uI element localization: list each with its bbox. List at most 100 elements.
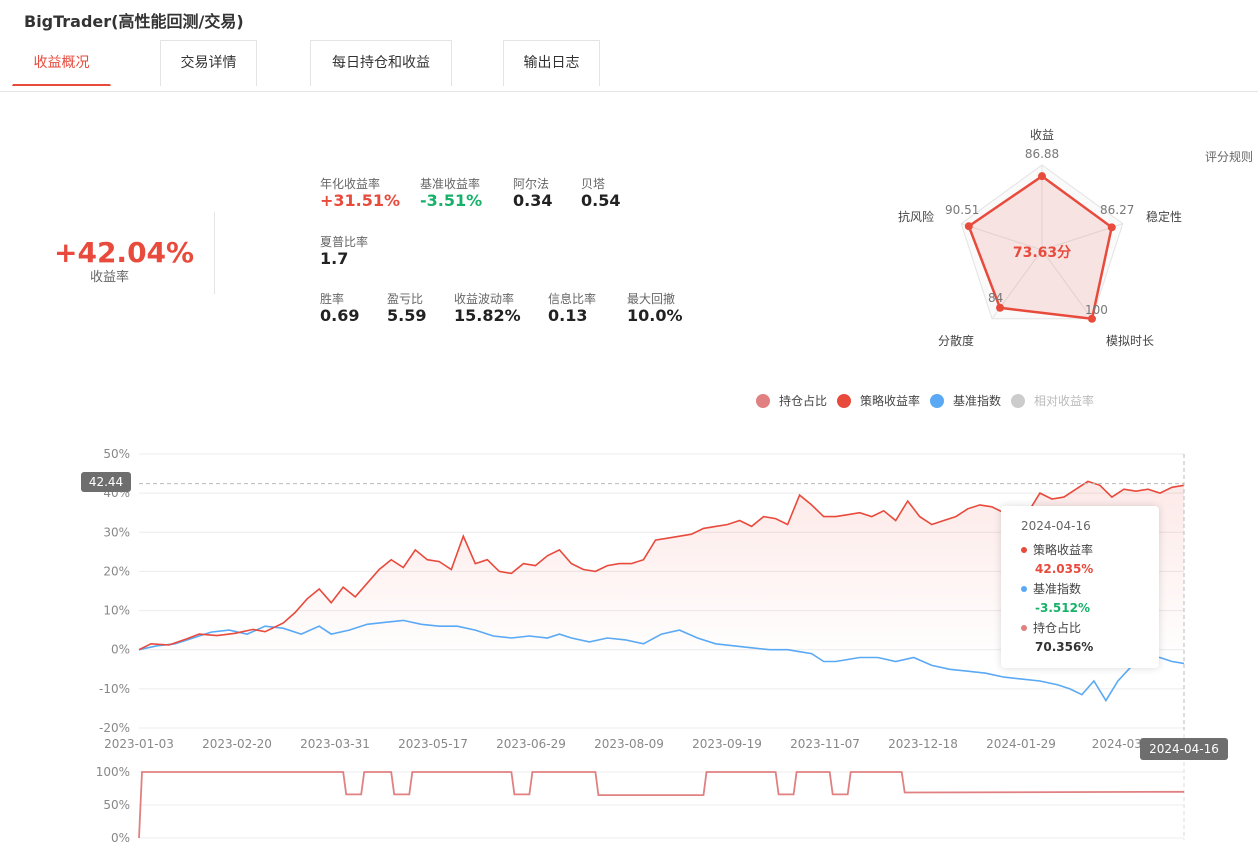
metric-label: 夏普比率 bbox=[320, 235, 369, 249]
metric-label: 信息比率 bbox=[548, 292, 597, 306]
y-tick-label: -10% bbox=[99, 682, 130, 696]
metric-label: 胜率 bbox=[320, 292, 345, 306]
radar-axis-label-return: 收益 bbox=[1030, 128, 1054, 142]
tooltip-row-position: 持仓占比 bbox=[1021, 620, 1139, 636]
radar-total-score: 73.63分 bbox=[1013, 245, 1071, 261]
metric-max-drawdown: 最大回撤 10.0% bbox=[627, 292, 683, 326]
strategy-area-fill bbox=[139, 481, 1184, 650]
x-tick-label: 2023-03-31 bbox=[300, 737, 370, 751]
metric-value: 10.0% bbox=[627, 306, 683, 325]
tooltip-marker bbox=[1021, 586, 1027, 592]
radar-value-duration: 100 bbox=[1085, 303, 1108, 317]
returns-line-chart[interactable]: 50%40%30%20%10%0%-10%-20% 2023-01-03 2023… bbox=[0, 440, 1258, 847]
tab-daily-positions[interactable]: 每日持仓和收益 bbox=[310, 40, 452, 86]
metric-value: 1.7 bbox=[320, 249, 349, 268]
tooltip-series-value: 70.356% bbox=[1035, 640, 1094, 654]
y-tick-label: 30% bbox=[103, 525, 130, 539]
metric-alpha: 阿尔法 0.34 bbox=[513, 177, 552, 211]
metric-annual-return: 年化收益率 +31.51% bbox=[320, 177, 400, 211]
x-tick-label: 2023-11-07 bbox=[790, 737, 860, 751]
metric-benchmark-return: 基准收益率 -3.51% bbox=[420, 177, 482, 211]
x-tick-label: 2023-12-18 bbox=[888, 737, 958, 751]
radar-point bbox=[964, 222, 973, 231]
x-tick-label: 2023-06-29 bbox=[496, 737, 566, 751]
radar-point bbox=[1087, 314, 1096, 323]
benchmark-series-line bbox=[138, 619, 1185, 703]
tab-output-log[interactable]: 输出日志 bbox=[503, 40, 600, 86]
metric-win-rate: 胜率 0.69 bbox=[320, 292, 359, 326]
metric-value: 0.69 bbox=[320, 306, 360, 325]
metric-label: 最大回撤 bbox=[627, 292, 676, 306]
tooltip-series-name: 持仓占比 bbox=[1033, 621, 1082, 635]
chart-legend: 持仓占比 策略收益率 基准指数 相对收益率 bbox=[756, 392, 1104, 409]
metric-value: 5.59 bbox=[387, 306, 427, 325]
tooltip-marker bbox=[1021, 547, 1027, 553]
tooltip-row-strategy: 策略收益率 bbox=[1021, 542, 1139, 558]
radar-points bbox=[964, 172, 1116, 323]
legend-marker bbox=[930, 393, 945, 408]
score-radar-chart: 收益 86.88 稳定性 86.27 模拟时长 100 分散度 84 抗风险 9… bbox=[898, 128, 1182, 348]
crosshair-y-badge bbox=[81, 472, 131, 492]
x-tick-label: 2023-02-20 bbox=[202, 737, 272, 751]
metric-beta: 贝塔 0.54 bbox=[581, 177, 620, 211]
metric-profit-loss-ratio: 盈亏比 5.59 bbox=[387, 292, 426, 326]
metric-label: 贝塔 bbox=[581, 177, 606, 191]
x-tick-label: 2024-03- bbox=[1092, 737, 1146, 751]
tooltip-series-value: 42.035% bbox=[1035, 562, 1094, 576]
metric-information-ratio: 信息比率 0.13 bbox=[548, 292, 596, 326]
metric-value: 0.34 bbox=[513, 191, 553, 210]
crosshair-x-badge bbox=[1140, 738, 1228, 760]
metric-value: -3.51% bbox=[420, 191, 483, 210]
crosshair-y-label: 42.44 bbox=[89, 475, 123, 489]
radar-value-stability: 86.27 bbox=[1100, 203, 1134, 217]
radar-axis-label-stability: 稳定性 bbox=[1146, 209, 1182, 224]
tooltip-row-benchmark: 基准指数 bbox=[1021, 581, 1139, 597]
radar-spoke bbox=[1041, 249, 1093, 320]
chart-tooltip: 2024-04-16 策略收益率 42.035% 基准指数 -3.512% 持仓… bbox=[1001, 506, 1159, 668]
radar-point bbox=[996, 303, 1005, 312]
radar-score-area bbox=[967, 174, 1114, 321]
metric-value: +31.51% bbox=[320, 191, 401, 210]
tooltip-series-name: 基准指数 bbox=[1033, 582, 1082, 596]
crosshair-x-label: 2024-04-16 bbox=[1149, 742, 1219, 756]
tooltip-series-value: -3.512% bbox=[1035, 601, 1090, 615]
radar-axis-label-risk: 抗风险 bbox=[898, 209, 934, 224]
tooltip-marker bbox=[1021, 625, 1027, 631]
y-tick-label: 0% bbox=[111, 643, 130, 657]
scoring-rules-link[interactable]: 评分规则 bbox=[1205, 150, 1254, 164]
radar-value-return: 86.88 bbox=[1025, 147, 1059, 161]
x-tick-label: 2023-01-03 bbox=[104, 737, 174, 751]
tab-trade-details[interactable]: 交易详情 bbox=[160, 40, 257, 86]
tooltip-series-name: 策略收益率 bbox=[1033, 543, 1094, 557]
legend-label: 策略收益率 bbox=[860, 394, 921, 408]
legend-marker bbox=[756, 393, 770, 408]
tab-bar: 收益概况 交易详情 每日持仓和收益 输出日志 bbox=[0, 40, 1258, 92]
x-tick-label: 2023-09-19 bbox=[692, 737, 762, 751]
summary-divider bbox=[214, 212, 215, 294]
legend-item-benchmark[interactable]: 基准指数 bbox=[930, 392, 1001, 409]
metric-value: 0.13 bbox=[548, 306, 588, 325]
position-y-tick-label: 0% bbox=[111, 831, 130, 845]
y-tick-label: 20% bbox=[103, 564, 130, 578]
radar-axis-label-duration: 模拟时长 bbox=[1106, 334, 1154, 348]
position-y-axis-ticks: 100% 50% 0% bbox=[96, 765, 130, 845]
radar-point bbox=[1038, 172, 1046, 181]
x-axis-ticks: 2023-01-03 2023-02-20 2023-03-31 2023-05-17… bbox=[104, 737, 1146, 751]
total-return-value: +42.04% bbox=[54, 236, 195, 269]
metric-label: 基准收益率 bbox=[420, 177, 481, 191]
metric-label: 收益波动率 bbox=[454, 292, 515, 306]
tooltip-date: 2024-04-16 bbox=[1021, 519, 1091, 533]
x-tick-label: 2023-08-09 bbox=[594, 737, 664, 751]
position-series-line bbox=[138, 771, 1185, 839]
metric-value: 0.54 bbox=[581, 191, 621, 210]
tab-overview[interactable]: 收益概况 bbox=[12, 40, 111, 86]
app-title: BigTrader(高性能回测/交易) bbox=[24, 12, 244, 31]
radar-point bbox=[1107, 223, 1116, 232]
radar-axis-label-diversification: 分散度 bbox=[938, 333, 974, 348]
position-y-tick-label: 100% bbox=[96, 765, 130, 779]
legend-item-position[interactable]: 持仓占比 bbox=[756, 392, 827, 409]
legend-item-relative[interactable]: 相对收益率 bbox=[1011, 392, 1094, 409]
legend-item-strategy[interactable]: 策略收益率 bbox=[837, 392, 920, 409]
x-tick-label: 2023-05-17 bbox=[398, 737, 468, 751]
y-tick-label: 10% bbox=[103, 604, 130, 618]
